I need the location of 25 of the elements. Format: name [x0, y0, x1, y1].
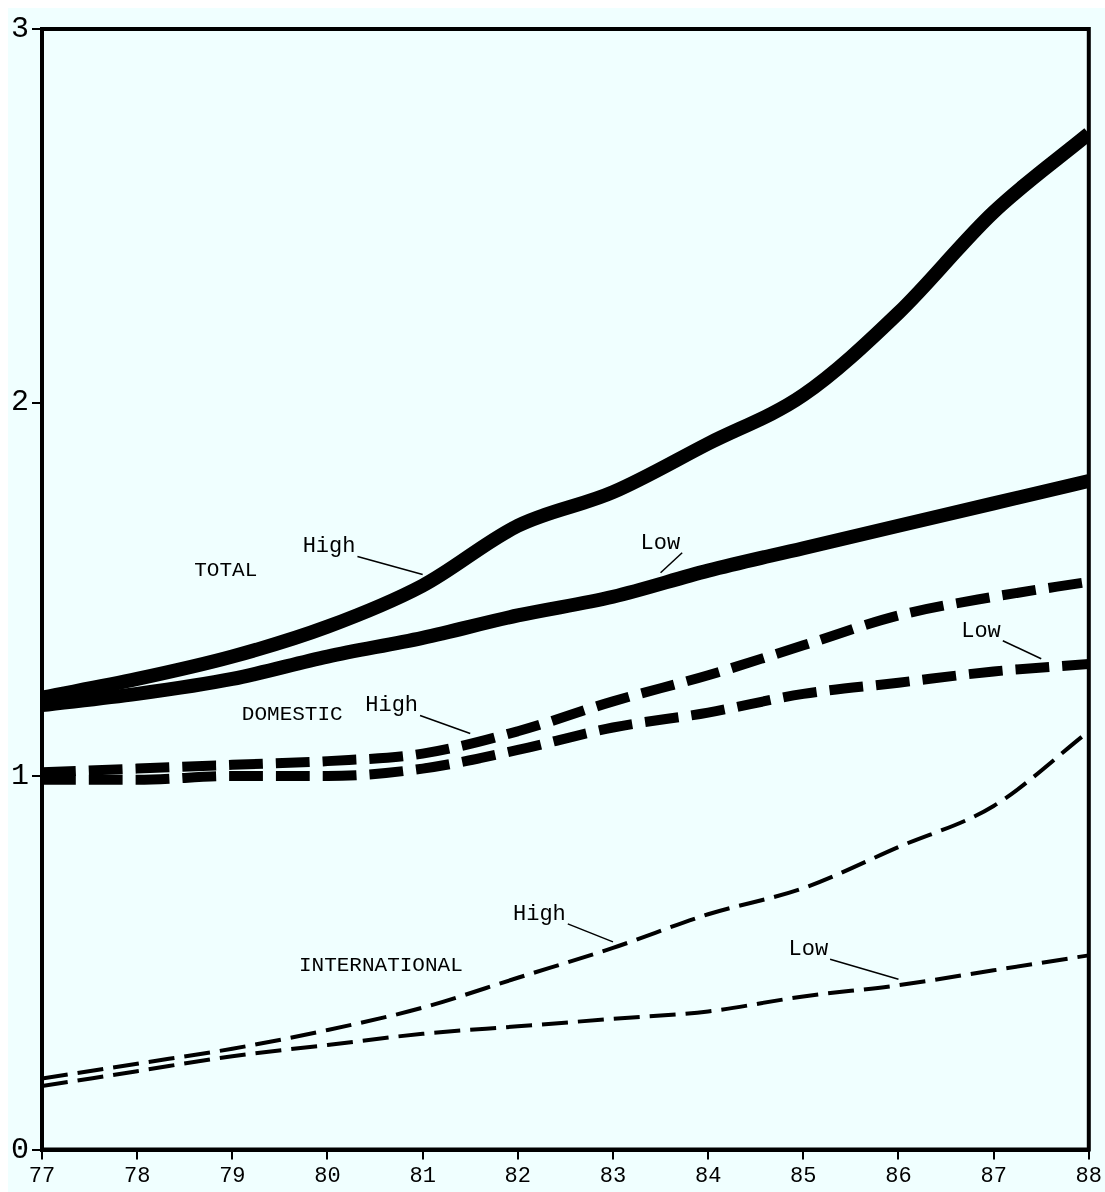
series-label: Low [788, 937, 829, 963]
series-label: High [512, 901, 566, 927]
x-tick-label: 87 [980, 1163, 1007, 1189]
text: High [302, 534, 356, 560]
annotation: TOTAL [194, 559, 258, 583]
y-tick-label: 3 [10, 11, 29, 46]
y-tick-label: 1 [10, 759, 29, 793]
x-tick-label: 77 [28, 1163, 56, 1189]
y-tick-label: 0 [10, 1132, 29, 1167]
annotation: DOMESTIC [241, 703, 343, 727]
series-label: High [365, 693, 419, 719]
x-tick-label: 88 [1075, 1163, 1102, 1189]
x-tick-label: 78 [123, 1163, 151, 1189]
x-tick-label: 86 [885, 1163, 912, 1189]
x-tick-label: 83 [599, 1163, 627, 1189]
x-tick-label: 81 [409, 1163, 436, 1189]
series-label: Low [640, 530, 681, 556]
x-tick-label: 82 [504, 1163, 532, 1189]
x-tick-label: 80 [314, 1163, 341, 1189]
x-tick-label: 79 [219, 1163, 246, 1189]
x-tick-label: 84 [694, 1163, 722, 1189]
x-tick-label: 85 [790, 1163, 817, 1189]
y-tick-label: 2 [10, 385, 29, 420]
series-label: Low [961, 618, 1001, 644]
annotation: INTERNATIONAL [298, 954, 463, 978]
